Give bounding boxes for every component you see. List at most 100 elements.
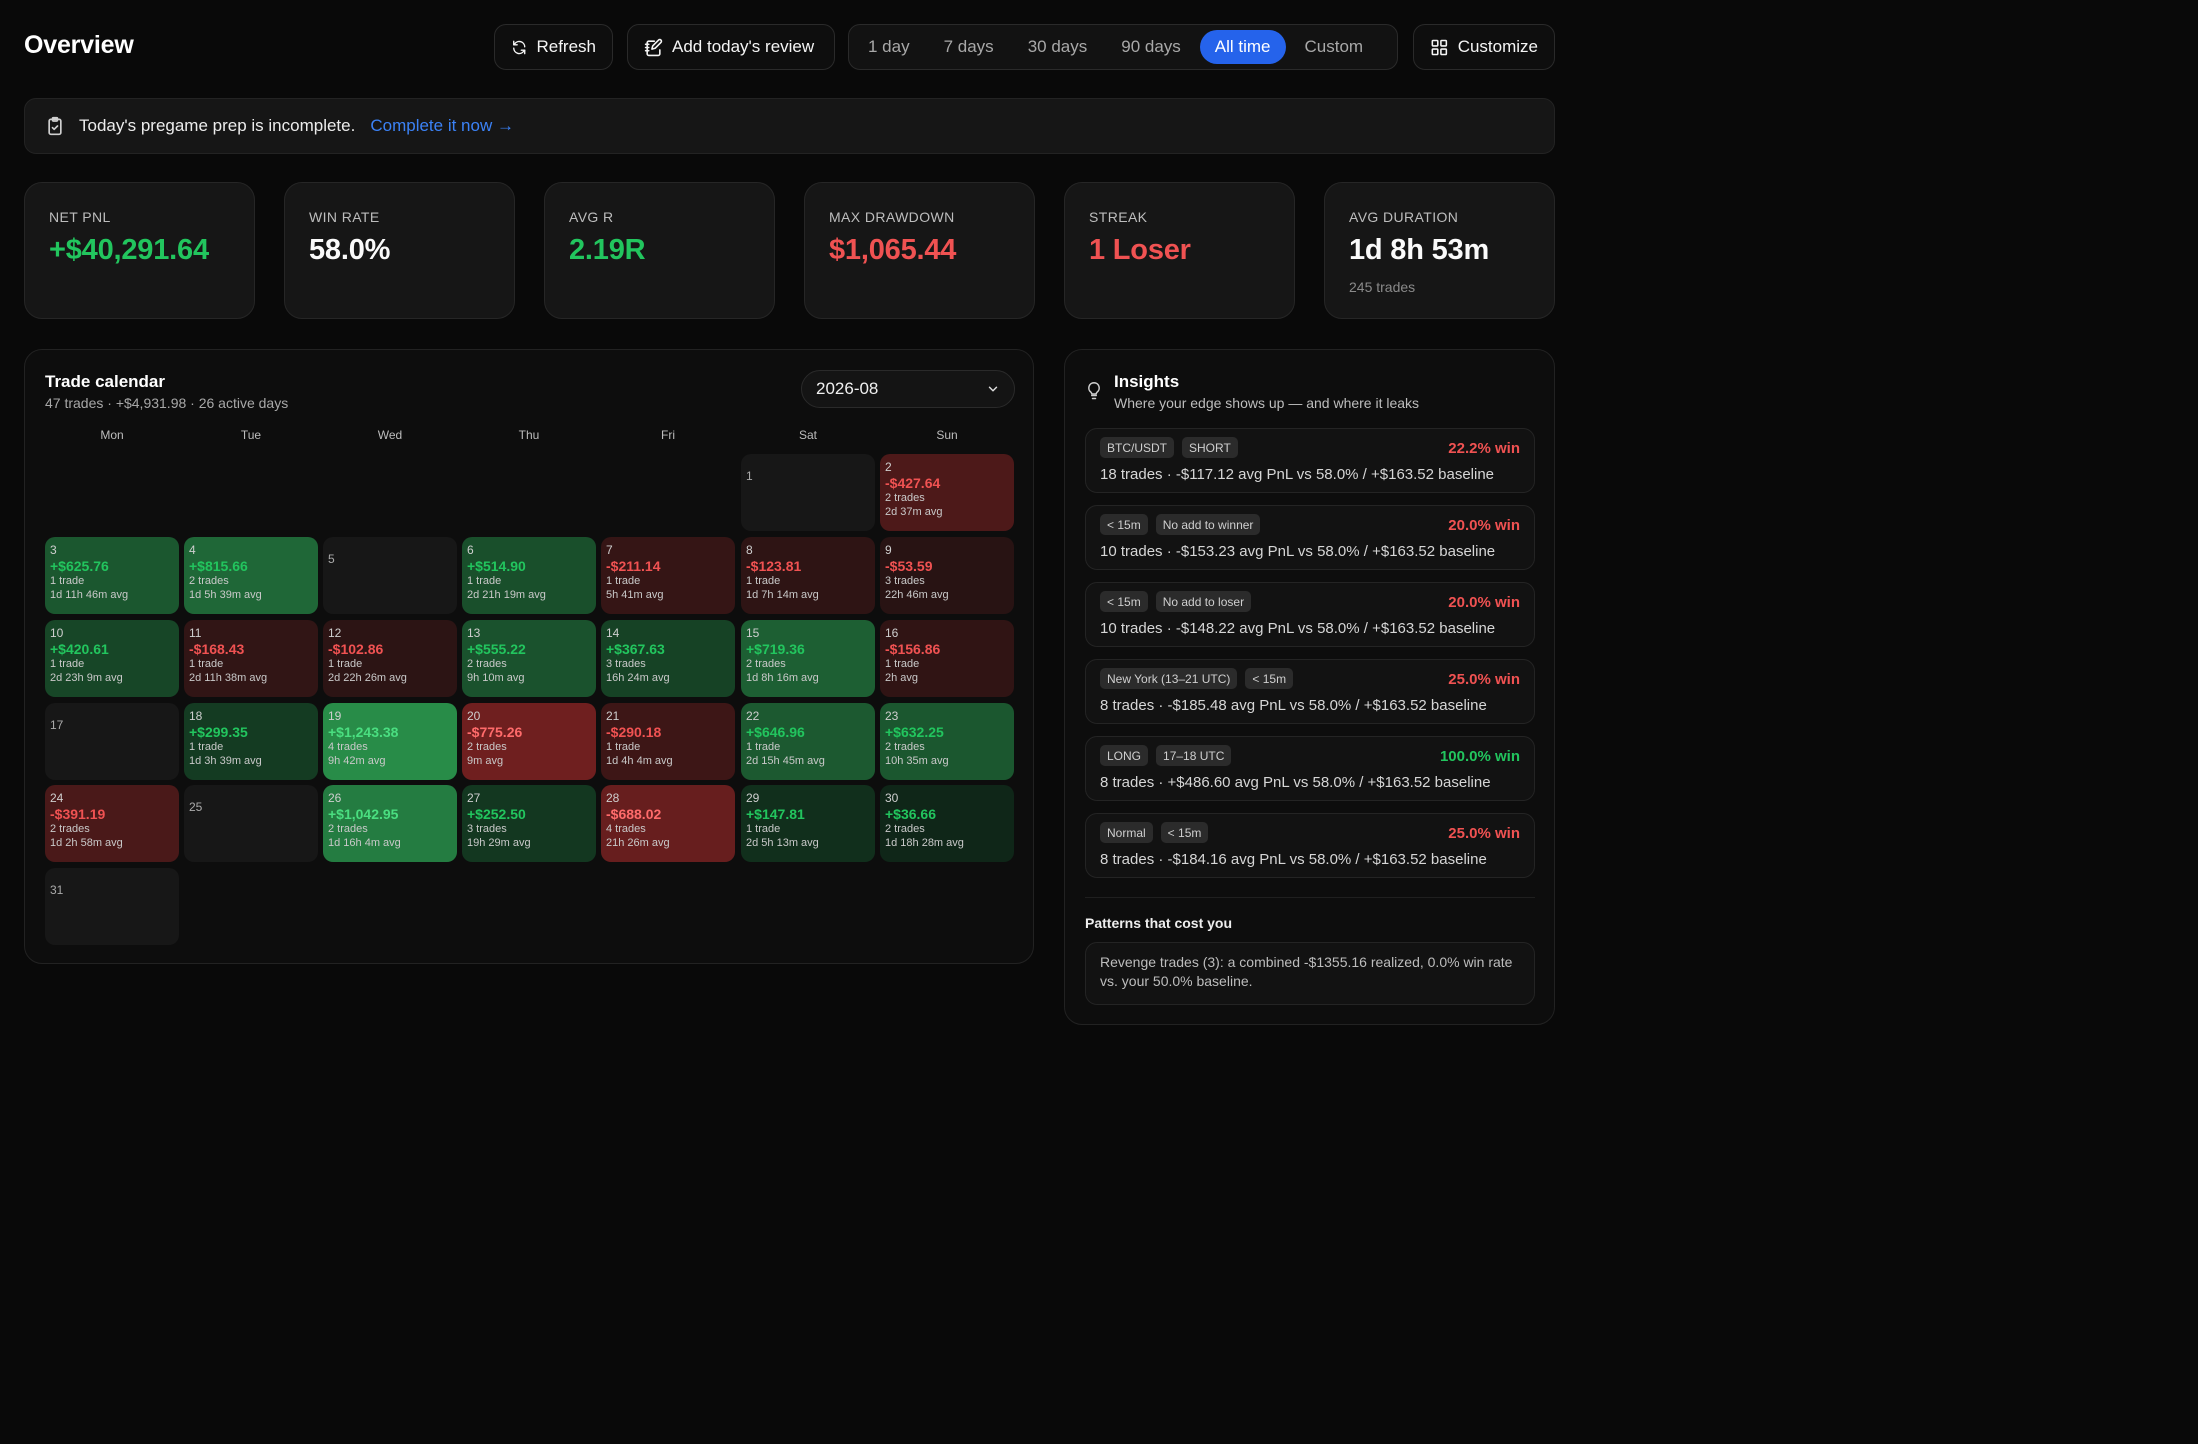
calendar-day[interactable]: 1 <box>741 454 875 531</box>
calendar-day[interactable]: 18 +$299.35 1 trade 1d 3h 39m avg <box>184 703 318 780</box>
calendar-day[interactable]: 25 <box>184 785 318 862</box>
day-pnl: +$36.66 <box>885 806 936 822</box>
stat-value: 1 Loser <box>1089 234 1191 266</box>
weekday-label: Sun <box>936 428 958 442</box>
insight-win-rate: 25.0% win <box>1448 671 1520 688</box>
calendar-day[interactable]: 6 +$514.90 1 trade 2d 21h 19m avg <box>462 537 596 614</box>
insight-tags: < 15m No add to loser <box>1100 591 1252 612</box>
calendar-day[interactable]: 13 +$555.22 2 trades 9h 10m avg <box>462 620 596 697</box>
day-number: 16 <box>885 626 899 640</box>
day-trade-count: 2 trades <box>885 492 925 504</box>
calendar-day[interactable]: 9 -$53.59 3 trades 22h 46m avg <box>880 537 1014 614</box>
refresh-button[interactable]: Refresh <box>494 24 613 70</box>
calendar-day[interactable]: 4 +$815.66 2 trades 1d 5h 39m avg <box>184 537 318 614</box>
add-review-button[interactable]: Add today's review <box>627 24 835 70</box>
range-option-1-day[interactable]: 1 day <box>868 37 910 56</box>
calendar-day[interactable]: 22 +$646.96 1 trade 2d 15h 45m avg <box>741 703 875 780</box>
day-avg-duration: 1d 8h 16m avg <box>746 672 819 684</box>
range-option-7-days[interactable]: 7 days <box>943 37 994 56</box>
calendar-day[interactable]: 10 +$420.61 1 trade 2d 23h 9m avg <box>45 620 179 697</box>
day-number: 27 <box>467 791 481 805</box>
stat-subtext: 245 trades <box>1349 279 1416 295</box>
day-pnl: -$427.64 <box>885 475 941 491</box>
complete-prep-link[interactable]: Complete it now → <box>370 116 514 135</box>
calendar-day[interactable]: 11 -$168.43 1 trade 2d 11h 38m avg <box>184 620 318 697</box>
insights-title: Insights <box>1114 372 1180 391</box>
calendar-day[interactable]: 19 +$1,243.38 4 trades 9h 42m avg <box>323 703 457 780</box>
insight-tags: LONG 17–18 UTC <box>1100 745 1232 766</box>
calendar-day[interactable]: 7 -$211.14 1 trade 5h 41m avg <box>601 537 735 614</box>
calendar-day[interactable]: 27 +$252.50 3 trades 19h 29m avg <box>462 785 596 862</box>
calendar-day[interactable]: 31 <box>45 868 179 945</box>
customize-button[interactable]: Customize <box>1413 24 1555 70</box>
insight-card[interactable]: New York (13–21 UTC) < 15m 25.0% win 8 trad… <box>1085 659 1535 724</box>
calendar-day[interactable]: 16 -$156.86 1 trade 2h avg <box>880 620 1014 697</box>
calendar-day[interactable]: 28 -$688.02 4 trades 21h 26m avg <box>601 785 735 862</box>
calendar-day[interactable]: 17 <box>45 703 179 780</box>
day-pnl: +$815.66 <box>189 558 248 574</box>
day-trade-count: 1 trade <box>50 575 85 587</box>
day-number: 12 <box>328 626 342 640</box>
calendar-day[interactable]: 20 -$775.26 2 trades 9m avg <box>462 703 596 780</box>
calendar-day[interactable]: 26 +$1,042.95 2 trades 1d 16h 4m avg <box>323 785 457 862</box>
day-trade-count: 2 trades <box>189 575 229 587</box>
insight-win-rate: 22.2% win <box>1448 440 1520 457</box>
insight-card[interactable]: < 15m No add to loser 20.0% win 10 trades ·… <box>1085 582 1535 647</box>
insight-card[interactable]: LONG 17–18 UTC 100.0% win 8 trades · +$486.… <box>1085 736 1535 801</box>
calendar-day[interactable]: 2 -$427.64 2 trades 2d 37m avg <box>880 454 1014 531</box>
day-number: 7 <box>606 543 613 557</box>
calendar-day[interactable]: 15 +$719.36 2 trades 1d 8h 16m avg <box>741 620 875 697</box>
calendar-day[interactable]: 14 +$367.63 3 trades 16h 24m avg <box>601 620 735 697</box>
day-pnl: +$1,243.38 <box>328 724 399 740</box>
weekday-label: Wed <box>377 428 403 442</box>
day-number: 26 <box>328 791 342 805</box>
divider <box>1085 897 1535 898</box>
day-trade-count: 1 trade <box>189 658 224 670</box>
clipboard-check-icon <box>48 116 62 136</box>
day-avg-duration: 22h 46m avg <box>885 589 949 601</box>
day-pnl: -$775.26 <box>467 724 523 740</box>
day-pnl: +$719.36 <box>746 641 805 657</box>
day-pnl: -$123.81 <box>746 558 802 574</box>
insight-card[interactable]: < 15m No add to winner 20.0% win 10 trades … <box>1085 505 1535 570</box>
range-option-all-time[interactable]: All time <box>1199 30 1286 64</box>
day-number: 6 <box>467 543 474 557</box>
weekday-label: Fri <box>661 428 675 442</box>
insight-detail: 10 trades · -$153.23 avg PnL vs 58.0% / … <box>1100 543 1496 560</box>
month-select[interactable]: 2026-08 <box>801 370 1015 408</box>
day-number: 30 <box>885 791 899 805</box>
day-trade-count: 4 trades <box>328 741 368 753</box>
day-pnl: +$367.63 <box>606 641 665 657</box>
calendar-day[interactable]: 5 <box>323 537 457 614</box>
range-option-30-days[interactable]: 30 days <box>1027 37 1088 56</box>
day-pnl: +$555.22 <box>467 641 526 657</box>
insights-subtitle: Where your edge shows up — and where it … <box>1114 395 1420 411</box>
calendar-day[interactable]: 12 -$102.86 1 trade 2d 22h 26m avg <box>323 620 457 697</box>
day-avg-duration: 1d 7h 14m avg <box>746 589 819 601</box>
range-option-90-days[interactable]: 90 days <box>1121 37 1181 56</box>
day-number: 21 <box>606 709 620 723</box>
stat-label: NET PNL <box>49 209 111 225</box>
day-pnl: -$211.14 <box>606 558 661 574</box>
day-avg-duration: 2h avg <box>885 672 919 684</box>
calendar-day[interactable]: 3 +$625.76 1 trade 1d 11h 46m avg <box>45 537 179 614</box>
calendar-day[interactable]: 30 +$36.66 2 trades 1d 18h 28m avg <box>880 785 1014 862</box>
calendar-day[interactable]: 8 -$123.81 1 trade 1d 7h 14m avg <box>741 537 875 614</box>
insight-tag: Normal <box>1100 822 1153 843</box>
day-avg-duration: 2d 23h 9m avg <box>50 672 123 684</box>
day-number: 13 <box>467 626 481 640</box>
calendar-day[interactable]: 21 -$290.18 1 trade 1d 4h 4m avg <box>601 703 735 780</box>
day-trade-count: 1 trade <box>467 575 502 587</box>
day-pnl: +$252.50 <box>467 806 526 822</box>
calendar-day[interactable]: 29 +$147.81 1 trade 2d 5h 13m avg <box>741 785 875 862</box>
insight-win-rate: 20.0% win <box>1448 517 1520 534</box>
insight-tag: New York (13–21 UTC) <box>1100 668 1238 689</box>
range-option-custom[interactable]: Custom <box>1304 37 1364 56</box>
day-trade-count: 1 trade <box>746 741 781 753</box>
weekday-label: Tue <box>240 428 262 442</box>
insight-card[interactable]: BTC/USDT SHORT 22.2% win 18 trades · -$117.… <box>1085 428 1535 493</box>
day-pnl: +$1,042.95 <box>328 806 399 822</box>
insight-card[interactable]: Normal < 15m 25.0% win 8 trades · -$184.16 … <box>1085 813 1535 878</box>
calendar-day[interactable]: 24 -$391.19 2 trades 1d 2h 58m avg <box>45 785 179 862</box>
calendar-day[interactable]: 23 +$632.25 2 trades 10h 35m avg <box>880 703 1014 780</box>
